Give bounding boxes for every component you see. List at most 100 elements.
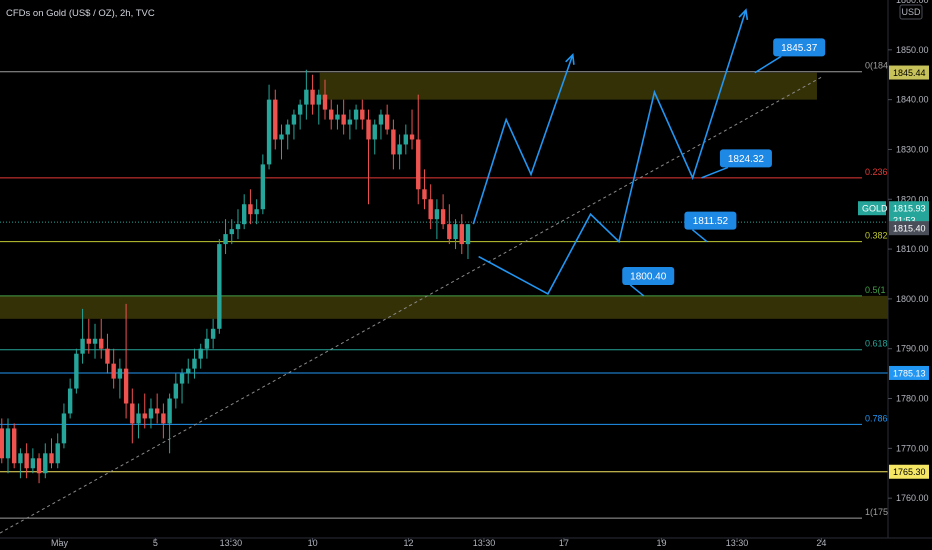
candle-body-61 bbox=[378, 114, 384, 125]
candle-body-8 bbox=[49, 453, 54, 464]
candle-body-63 bbox=[391, 129, 396, 155]
candle-body-25 bbox=[154, 408, 160, 414]
badge-1785-bg bbox=[889, 365, 929, 380]
candle-body-67 bbox=[416, 139, 421, 190]
callout-box-0 bbox=[773, 38, 826, 57]
time-axis[interactable]: May 5 13:30 10 12 13:30 17 19 13:30 24 bbox=[51, 538, 826, 548]
fib-label-3: 0.5(1⁠ bbox=[865, 285, 886, 295]
price-axis[interactable]: 1760.00 1770.00 1780.00 1790.00 1800.00 1810.… bbox=[888, 0, 929, 503]
candle-body-58 bbox=[360, 109, 365, 120]
candle-body-18 bbox=[111, 363, 116, 379]
candle-body-22 bbox=[136, 413, 141, 424]
candle-body-17 bbox=[105, 348, 110, 364]
candle-body-39 bbox=[242, 204, 247, 225]
x-tick-label-7: 19 bbox=[657, 538, 667, 548]
candle-body-14 bbox=[86, 338, 91, 344]
fib-label-6: 1(175 bbox=[865, 507, 888, 517]
candle-body-55 bbox=[341, 114, 346, 125]
candle-body-34 bbox=[210, 328, 216, 339]
candle-body-47 bbox=[291, 114, 297, 125]
callout-label-1: 1824.32 bbox=[728, 154, 765, 165]
bid-price-bg bbox=[889, 221, 929, 236]
candle-body-52 bbox=[322, 94, 328, 110]
y-tick-label-3: 1790.00 bbox=[896, 344, 929, 354]
fibonacci-levels: 0(184 0.236 0.382 0.5(1⁠ 0.618 0.786 1(175 bbox=[0, 61, 888, 519]
fib-label-4: 0.618 bbox=[865, 339, 888, 349]
y-tick-label-4: 1800.00 bbox=[896, 294, 929, 304]
candle-body-70 bbox=[434, 209, 440, 220]
y-tick-label-8: 1840.00 bbox=[896, 95, 929, 105]
candle-body-64 bbox=[397, 144, 402, 155]
candle-body-29 bbox=[179, 373, 185, 384]
projection-arrow-upper bbox=[565, 53, 575, 65]
candle-body-35 bbox=[217, 244, 222, 329]
candle-body-15 bbox=[92, 338, 98, 344]
currency-badge[interactable] bbox=[899, 4, 923, 20]
candle-body-48 bbox=[297, 104, 303, 115]
candle-body-59 bbox=[366, 119, 371, 140]
gold-tag-bg bbox=[858, 201, 886, 216]
x-tick-label-4: 12 bbox=[403, 538, 413, 548]
x-tick-label-2: 13:30 bbox=[220, 538, 243, 548]
fib-label-2: 0.382 bbox=[865, 231, 888, 241]
projection-path-upper bbox=[472, 54, 574, 225]
candle-body-66 bbox=[409, 134, 415, 140]
zone-0 bbox=[319, 72, 817, 100]
candle-body-54 bbox=[335, 114, 340, 120]
candle-body-32 bbox=[198, 348, 203, 359]
candle-body-49 bbox=[304, 89, 309, 105]
y-tick-label-5: 1810.00 bbox=[896, 244, 929, 254]
callout-pointer-0 bbox=[754, 55, 782, 74]
candle-body-33 bbox=[204, 338, 210, 349]
x-tick-label-3: 10 bbox=[308, 538, 318, 548]
callout-box-3 bbox=[622, 266, 675, 285]
candle-body-69 bbox=[428, 199, 433, 220]
candle-body-43 bbox=[266, 99, 272, 165]
currency-label: USD bbox=[901, 7, 921, 17]
candle-body-5 bbox=[30, 458, 36, 469]
candle-body-4 bbox=[24, 453, 29, 469]
candle-body-11 bbox=[67, 388, 73, 414]
callout-pointer-3 bbox=[629, 284, 645, 297]
candle-body-6 bbox=[36, 458, 42, 474]
candle-body-36 bbox=[223, 234, 228, 245]
candle-body-45 bbox=[279, 134, 284, 140]
candle-body-71 bbox=[440, 209, 446, 225]
callout-pointer-1 bbox=[701, 166, 729, 179]
candle-body-46 bbox=[285, 124, 290, 135]
candle-body-12 bbox=[74, 353, 79, 389]
candle-body-2 bbox=[12, 428, 17, 464]
x-tick-label-8: 13:30 bbox=[726, 538, 749, 548]
callout-label-2: 1811.52 bbox=[693, 216, 729, 227]
y-tick-label-7: 1830.00 bbox=[896, 144, 929, 154]
candle-body-75 bbox=[465, 224, 471, 245]
y-tick-label-6: 1820.00 bbox=[896, 194, 929, 204]
candle-body-7 bbox=[43, 453, 48, 474]
candle-body-30 bbox=[186, 368, 191, 374]
candlesticks bbox=[0, 69, 471, 484]
candle-body-1 bbox=[5, 428, 11, 459]
x-tick-label-0: May bbox=[51, 538, 69, 548]
projection-arrow-main bbox=[738, 8, 749, 20]
candle-body-24 bbox=[148, 408, 154, 419]
fib-label-1: 0.236 bbox=[865, 167, 888, 177]
candle-body-38 bbox=[235, 224, 241, 230]
y-tick-label-0: 1760.00 bbox=[896, 493, 929, 503]
candle-body-23 bbox=[142, 413, 147, 419]
candle-body-19 bbox=[117, 368, 123, 379]
candle-body-56 bbox=[347, 119, 353, 125]
candle-body-20 bbox=[123, 368, 129, 404]
candle-body-27 bbox=[167, 398, 172, 424]
candle-body-13 bbox=[80, 338, 85, 354]
badge-high-bg bbox=[889, 65, 929, 80]
candle-body-31 bbox=[192, 358, 197, 369]
candle-body-65 bbox=[403, 134, 409, 145]
callout-label-0: 1845.37 bbox=[781, 43, 818, 54]
candle-body-10 bbox=[61, 413, 67, 444]
candle-body-3 bbox=[18, 453, 23, 464]
candle-body-28 bbox=[173, 383, 179, 399]
countdown-label: 21:53 bbox=[893, 216, 916, 226]
y-tick-label-2: 1780.00 bbox=[896, 394, 929, 404]
